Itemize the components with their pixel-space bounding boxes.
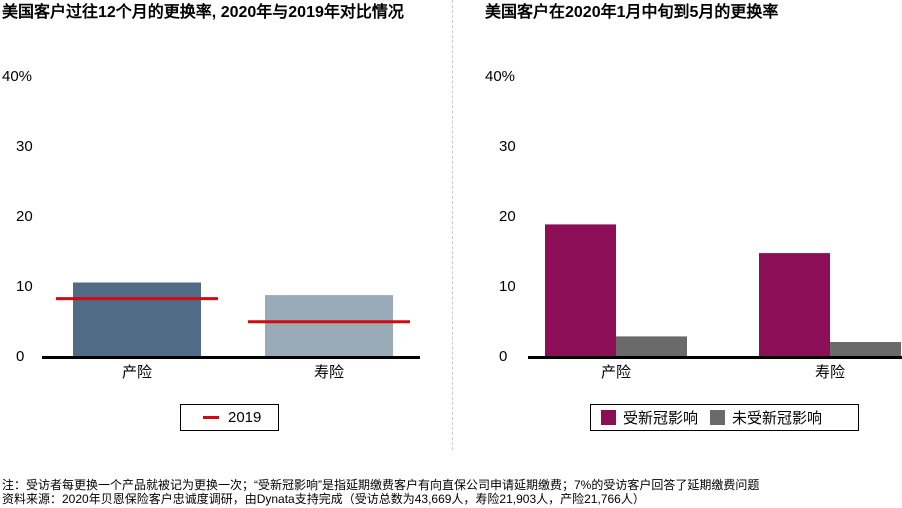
left-ytick-10: 10	[16, 278, 33, 295]
right-bar-noncovid-1	[616, 336, 687, 356]
right-bar-noncovid-2	[830, 342, 901, 356]
left-ytick-30: 30	[16, 138, 33, 155]
left-ytick-40: 40%	[2, 68, 32, 85]
right-xtick-1: 产险	[601, 364, 631, 381]
legend-noncovid-label: 未受新冠影响	[732, 410, 823, 427]
left-xtick-1: 产险	[122, 364, 152, 381]
left-legend: 2019	[180, 404, 279, 431]
footnote-note: 注：受访者每更换一个产品就被记为更换一次；“受新冠影响”是指延期缴费客户有向直保…	[2, 478, 760, 492]
legend-covid-label: 受新冠影响	[623, 410, 699, 427]
footnote-source: 资料来源：2020年贝恩保险客户忠诚度调研，由Dynata支持完成（受访总数为4…	[2, 492, 645, 506]
right-bar-covid-1	[545, 224, 616, 356]
charts-canvas: 0 10 20 30 40% 0 10 20 30 40% 产险 寿险 产险 寿险	[2, 68, 902, 381]
right-bar-covid-2	[759, 253, 830, 356]
left-chart-title: 美国客户过往12个月的更换率, 2020年与2019年对比情况	[2, 4, 404, 21]
legend-2019-label: 2019	[228, 409, 262, 426]
right-xtick-2: 寿险	[815, 364, 845, 381]
legend-noncovid-swatch	[710, 410, 726, 425]
legend-covid-swatch	[601, 410, 616, 425]
right-ytick-30: 30	[499, 138, 516, 155]
right-legend: 受新冠影响 未受新冠影响	[590, 404, 859, 431]
right-ytick-40: 40%	[485, 68, 515, 85]
right-ytick-10: 10	[499, 278, 516, 295]
left-ytick-20: 20	[16, 208, 33, 225]
left-ytick-0: 0	[16, 348, 24, 365]
right-ytick-20: 20	[499, 208, 516, 225]
left-xtick-2: 寿险	[314, 364, 344, 381]
legend-2019-line	[203, 416, 219, 419]
panel-divider	[452, 0, 453, 450]
right-chart-title: 美国客户在2020年1月中旬到5月的更换率	[485, 4, 779, 21]
right-ytick-0: 0	[499, 348, 507, 365]
left-bar-2020-1	[73, 282, 201, 356]
left-bar-2020-2	[265, 295, 393, 356]
